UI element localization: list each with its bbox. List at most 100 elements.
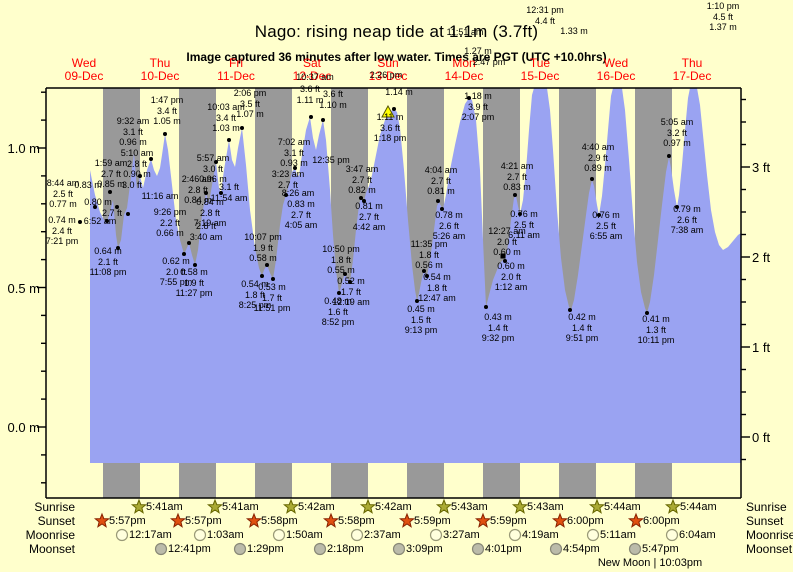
sunset-star-icon — [398, 512, 416, 528]
sunrise-star-icon — [588, 498, 606, 514]
tide-annotation-line: 0.78 m — [435, 210, 463, 220]
tide-point-square — [500, 253, 506, 259]
tide-annotation-line: 3.4 ft — [156, 105, 177, 116]
tide-annotation-line: 2.8 ft — [187, 184, 208, 195]
tide-annotation-line: 9:32 pm — [481, 333, 515, 343]
tide-annotation: 5:05 am 3.2 ft 0.97 m — [661, 117, 694, 149]
tide-annotation: 0.64 m 2.1 ft 11:08 pm — [90, 246, 127, 278]
tide-annotation-line: 2.5 ft — [513, 219, 535, 230]
astro-time-sunset: 6:00pm — [643, 515, 680, 527]
tide-annotation-line: 6:11 am — [508, 230, 540, 240]
tide-annotation-line: 4:05 am — [284, 220, 318, 230]
tide-annotation-line: 0.84 m — [184, 195, 212, 205]
tide-annotation: 0.80 m — [84, 197, 112, 208]
tide-annotation-line: 2:06 pm — [233, 88, 267, 98]
tide-annotation: 2.8 ft 3:40 am — [190, 221, 223, 242]
astro-time-sunset: 5:57pm — [185, 515, 222, 527]
astro-time-moonrise: 3:27am — [443, 529, 480, 541]
tide-annotation-line: 2.6 ft — [676, 214, 697, 225]
tide-annotation: 0.81 m 2.7 ft 4:42 am — [353, 201, 386, 233]
tide-annotation: 0.60 m 2.0 ft 1:12 am — [495, 261, 528, 293]
tide-annotation-line: 2.7 ft — [506, 171, 527, 182]
page-title: Nago: rising neap tide at 1.1m (3.7ft) — [254, 22, 539, 41]
tide-annotation-line: 12:35 pm — [312, 155, 350, 165]
astro-row-label-moonrise-right: Moonrise — [746, 528, 793, 542]
tide-annotation: 11:16 am — [142, 191, 179, 202]
sunrise-star-icon — [359, 498, 377, 514]
tide-annotation-line: 12:47 am — [418, 293, 456, 303]
astro-time-sunset: 5:58pm — [261, 515, 298, 527]
tide-annotation-line: 1.07 m — [236, 109, 264, 119]
tide-annotation-line: 4.4 ft — [534, 15, 555, 26]
tide-annotation: 8:44 am 2.5 ft 0.77 m — [47, 178, 80, 210]
day-header: Thu 10-Dec — [125, 57, 195, 83]
day-date: 13-Dec — [368, 69, 408, 83]
tide-annotation: 1:59 am 2.7 ft 0.85 m — [95, 158, 128, 190]
tide-annotation-line: 3.9 ft — [467, 101, 488, 112]
tide-annotation: 9:26 pm 2.2 ft 0.66 m — [154, 207, 187, 239]
astro-time-moonrise: 2:37am — [364, 529, 401, 541]
tide-annotation-line: 0.58 m — [180, 267, 208, 277]
tide-annotation-line: 6:52 am — [83, 216, 117, 226]
tide-annotation-line: 5:05 am — [660, 117, 694, 127]
tide-annotation: 3.6 ft 1.11 m — [297, 84, 324, 105]
tide-annotation-line: 3.1 ft — [283, 147, 304, 158]
astro-time-sunset: 5:59pm — [490, 515, 527, 527]
tide-annotation: 0.54 m 1.8 ft 8:25 pm — [239, 279, 272, 311]
day-header: Sat 12-Dec — [277, 57, 347, 83]
tide-annotation: 0.54 m 1.8 ft 12:47 am — [418, 272, 456, 304]
astro-time-moonset: 1:29pm — [247, 543, 284, 555]
moonset-icon — [233, 542, 247, 556]
tide-annotation: 12:31 pm 4.4 ft — [526, 5, 564, 26]
tide-annotation-line: 2.9 ft — [587, 152, 608, 163]
tide-annotation-line: 8:26 am — [281, 188, 315, 198]
tide-annotation-line: 0.55 m — [327, 265, 355, 275]
tide-annotation-line: 0.97 m — [663, 138, 691, 148]
tide-annotation-line: 1.8 ft — [330, 254, 351, 265]
astro-time-sunset: 5:57pm — [109, 515, 146, 527]
tide-annotation-line: 10:11 pm — [637, 335, 675, 345]
day-name: Fri — [229, 56, 243, 70]
tide-annotation-line: 0.43 m — [484, 312, 512, 322]
tide-annotation-line: 0.42 m — [568, 312, 596, 322]
tide-annotation: 8:26 am — [282, 188, 315, 199]
tide-annotation-line: 4:21 am — [500, 161, 534, 171]
tide-annotation-line: 0.64 m — [94, 246, 122, 256]
day-date: 12-Dec — [292, 69, 332, 83]
tide-annotation: 7:02 am 3.1 ft 0.93 m — [278, 137, 311, 169]
moonrise-icon — [115, 528, 129, 542]
tide-annotation-line: 1.4 ft — [487, 322, 508, 333]
tide-point-dot — [348, 280, 352, 284]
tide-annotation: 2:26 pm — [370, 70, 403, 81]
tide-annotation-line: 7:02 am — [277, 137, 311, 147]
day-date: 16-Dec — [596, 69, 636, 83]
tide-annotation-line: 3.1 ft — [218, 182, 240, 192]
tide-annotation-line: 2.0 ft — [165, 266, 186, 277]
tide-annotation-line: 10:03 am — [207, 102, 245, 112]
day-name: Thu — [681, 56, 703, 70]
tide-point-dot — [126, 212, 130, 216]
current-time-marker — [381, 104, 395, 118]
tide-annotation-line: 7:38 am — [670, 225, 704, 235]
tide-point-dot — [597, 213, 601, 217]
tide-point-dot — [240, 126, 244, 130]
tide-point-dot — [149, 157, 153, 161]
tide-annotation-line: 3.6 ft — [322, 89, 344, 99]
tide-annotation-line: 1.6 ft — [327, 306, 348, 317]
tide-annotation-line: 1.8 ft — [418, 249, 440, 260]
astro-time-moonset: 4:01pm — [485, 543, 522, 555]
moonrise-icon — [429, 528, 443, 542]
sunrise-star-icon — [435, 498, 453, 514]
tide-annotation-line: 2.8 ft — [126, 158, 147, 169]
tide-annotation-line: 3.5 ft — [239, 98, 260, 109]
tide-point-dot — [467, 96, 471, 100]
tide-annotation: 0.42 m 1.4 ft 9:51 pm — [566, 312, 599, 344]
tide-annotation-line: 1.7 ft — [261, 292, 283, 303]
tide-point-dot — [436, 199, 440, 203]
tide-annotation-line: 0.76 m — [592, 210, 620, 220]
tide-annotation-line: 0.45 m — [407, 304, 435, 314]
tide-annotation: 3:23 am 2.7 ft — [272, 169, 305, 190]
tide-annotation-line: 1.11 m — [376, 112, 404, 122]
tide-annotation-line: 10:50 pm — [322, 244, 360, 254]
tide-annotation: 0.76 m 2.5 ft 6:55 am — [590, 210, 623, 242]
